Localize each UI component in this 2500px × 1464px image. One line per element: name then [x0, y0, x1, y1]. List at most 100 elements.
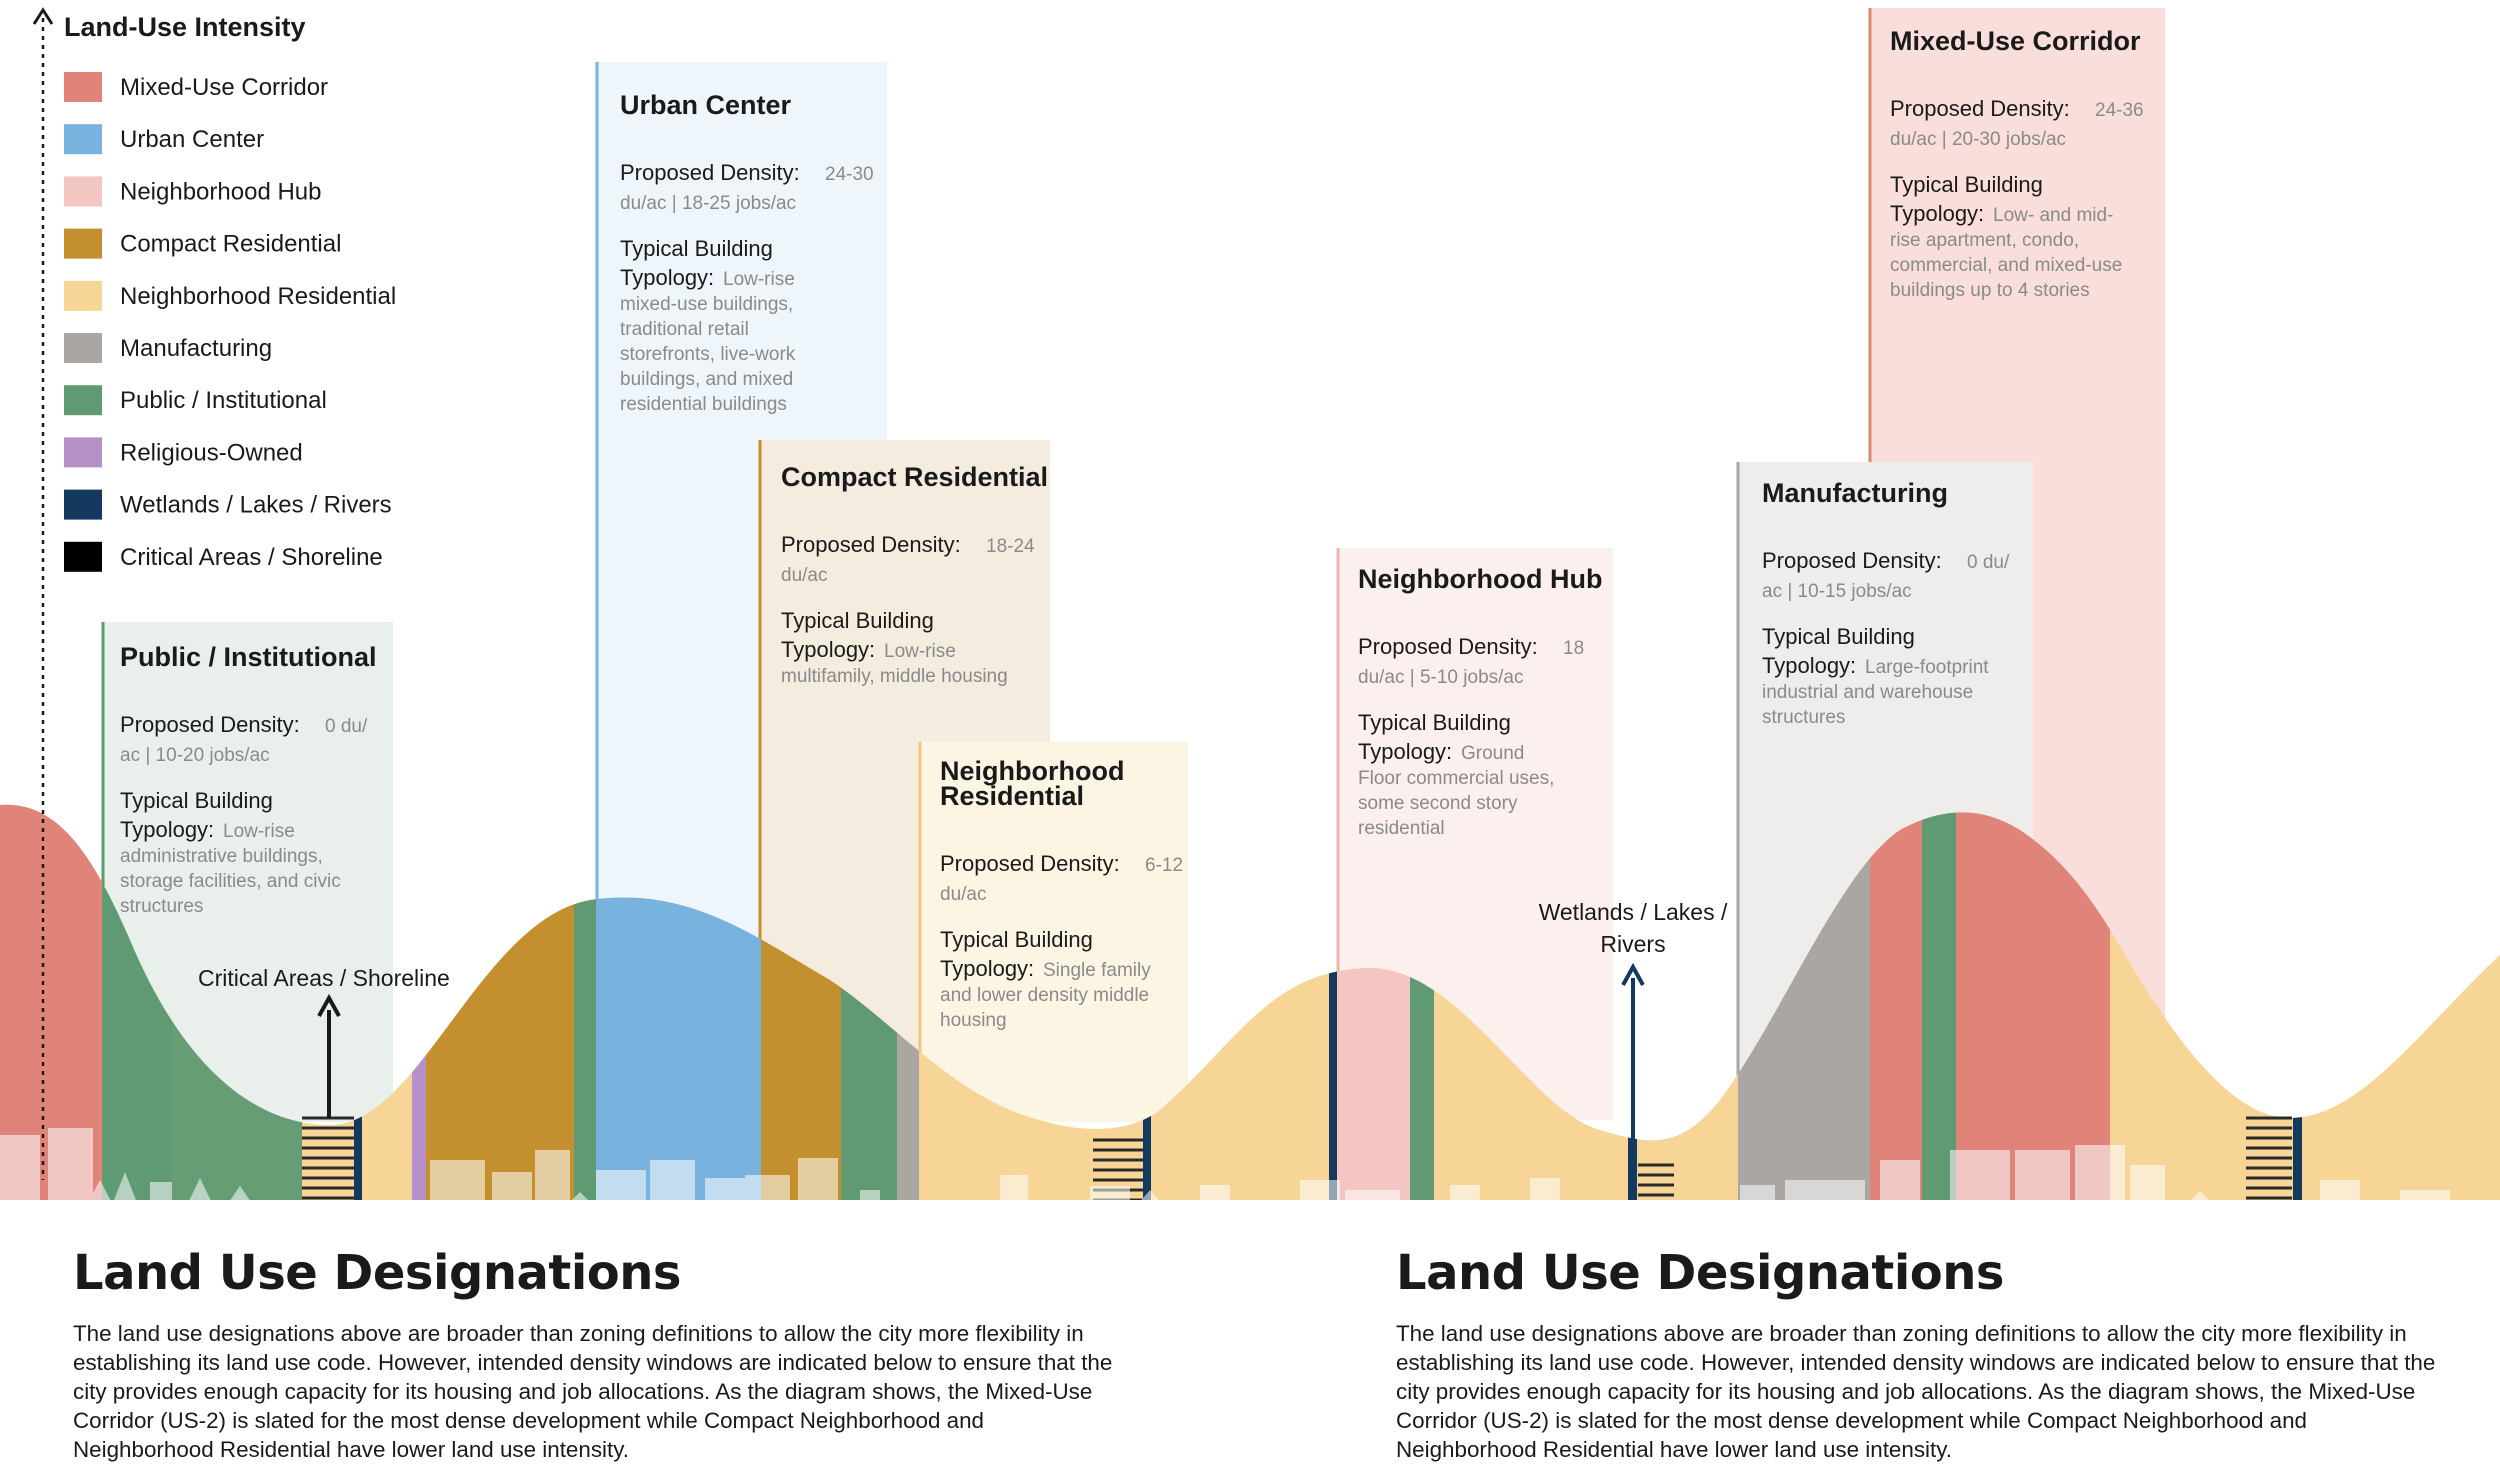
- legend-title: Land-Use Intensity: [64, 12, 306, 42]
- legend-label: Critical Areas / Shoreline: [120, 544, 383, 571]
- legend-swatch: [64, 124, 102, 155]
- building: [1000, 1175, 1028, 1200]
- building: [1200, 1185, 1230, 1200]
- legend-label: Manufacturing: [120, 335, 272, 362]
- panel-typology-label: Typology:: [1762, 653, 1856, 678]
- legend-swatch: [64, 228, 102, 259]
- panel-urban: Urban Center Proposed Density: 24-30 du/ac …: [620, 90, 874, 415]
- panel-bg-nres: [920, 742, 1188, 1122]
- panel-typology-value: multifamily, middle housing: [781, 666, 1008, 687]
- annotation-wetlands-line1: Wetlands / Lakes /: [1539, 899, 1728, 925]
- panel-title: Neighborhood: [940, 756, 1124, 786]
- panel-typology-value: Low-rise: [884, 641, 956, 662]
- building: [798, 1158, 838, 1200]
- building: [492, 1172, 532, 1200]
- panel-typology-value: Ground: [1461, 743, 1524, 764]
- legend-item: Neighborhood Hub: [64, 176, 321, 207]
- panel-typology-value: administrative buildings,: [120, 846, 323, 867]
- legend-swatch: [64, 541, 102, 572]
- panel-typology-value: storage facilities, and civic: [120, 871, 341, 892]
- annotation-critical-label: Critical Areas / Shoreline: [198, 965, 450, 991]
- footer-left: Land Use Designations The land use desig…: [73, 1245, 1113, 1464]
- panel-density-value: 0 du/: [325, 716, 368, 737]
- building: [535, 1150, 570, 1200]
- annotation-wetlands: Wetlands / Lakes / Rivers: [1539, 899, 1728, 1150]
- panel-density-label: Proposed Density:: [120, 712, 300, 737]
- panel-title: Public / Institutional: [120, 642, 377, 672]
- panel-typology-value: Floor commercial uses,: [1358, 768, 1554, 789]
- panel-typology-value: Low-rise: [223, 821, 295, 842]
- panel-typology-value: traditional retail: [620, 319, 749, 340]
- footer-left-body: The land use designations above are broa…: [73, 1321, 1113, 1462]
- footer-right-body: The land use designations above are broa…: [1396, 1321, 2436, 1462]
- band-wetland-e: [2293, 804, 2302, 1220]
- panel-density-value: 18-24: [986, 536, 1035, 557]
- legend-item: Wetlands / Lakes / Rivers: [64, 489, 392, 520]
- intensity-axis: [32, 7, 54, 1180]
- panel-mixed: Mixed-Use Corridor Proposed Density: 24-36…: [1890, 26, 2144, 301]
- building: [860, 1190, 880, 1200]
- panel-typology-value: Single family: [1043, 960, 1151, 981]
- legend-label: Urban Center: [120, 126, 264, 153]
- footer-right: Land Use Designations The land use desig…: [1396, 1245, 2436, 1464]
- panel-density-value: ac | 10-20 jobs/ac: [120, 745, 270, 766]
- legend-swatch: [64, 280, 102, 311]
- tree: [112, 1172, 138, 1205]
- footer-right-title: Land Use Designations: [1396, 1245, 2005, 1301]
- legend-label: Neighborhood Hub: [120, 178, 321, 205]
- footer-left-title: Land Use Designations: [73, 1245, 682, 1301]
- panel-typology-label: Typical Building: [1762, 624, 1915, 649]
- panel-density-value: 18: [1563, 638, 1584, 659]
- panel-typology-value: buildings up to 4 stories: [1890, 280, 2090, 301]
- building: [1345, 1190, 1400, 1200]
- building: [1880, 1160, 1920, 1200]
- legend-label: Public / Institutional: [120, 387, 327, 414]
- panel-density-label: Proposed Density:: [620, 160, 800, 185]
- panel-texts: Public / Institutional Proposed Density: 0…: [120, 26, 2144, 1031]
- building: [596, 1170, 646, 1200]
- panel-typology-value: structures: [120, 896, 203, 917]
- legend-label: Religious-Owned: [120, 439, 303, 466]
- panel-public: Public / Institutional Proposed Density: 0…: [120, 642, 377, 917]
- panel-typology-value: residential: [1358, 818, 1445, 839]
- building: [1300, 1180, 1340, 1200]
- tree: [187, 1178, 213, 1205]
- panel-typology-label: Typical Building: [120, 788, 273, 813]
- panel-title: Mixed-Use Corridor: [1890, 26, 2141, 56]
- panel-typology-label: Typology:: [940, 956, 1034, 981]
- legend-swatch: [64, 72, 102, 102]
- band-mixed-a: [1870, 804, 1922, 1220]
- panel-typology-value: structures: [1762, 707, 1845, 728]
- building: [2015, 1150, 2070, 1200]
- legend-swatch: [64, 489, 102, 520]
- legend-item: Neighborhood Residential: [64, 280, 396, 311]
- building: [430, 1160, 485, 1200]
- band-compact-a: [426, 804, 574, 1220]
- panel-typology-label: Typical Building: [620, 236, 773, 261]
- building: [2075, 1145, 2125, 1200]
- panel-density-label: Proposed Density:: [781, 532, 961, 557]
- building: [1090, 1186, 1130, 1200]
- ground-strip: [0, 1200, 2500, 1230]
- building: [1785, 1180, 1865, 1200]
- panel-density-label: Proposed Density:: [1890, 96, 2070, 121]
- panel-typology-label: Typology:: [1890, 201, 1984, 226]
- annotation-wetlands-line2: Rivers: [1600, 931, 1665, 957]
- building: [2320, 1180, 2360, 1200]
- panel-density-value: du/ac | 5-10 jobs/ac: [1358, 667, 1523, 688]
- band-religious: [412, 804, 426, 1220]
- panel-hub: Neighborhood Hub Proposed Density: 18 du/ac…: [1358, 564, 1602, 839]
- building: [745, 1175, 790, 1200]
- panel-title: Compact Residential: [781, 462, 1048, 492]
- panel-typology-value: housing: [940, 1010, 1007, 1031]
- legend-swatch: [64, 176, 102, 207]
- panel-typology-label: Typical Building: [940, 927, 1093, 952]
- panel-typology-label: Typology:: [120, 817, 214, 842]
- panel-typology-value: rise apartment, condo,: [1890, 230, 2079, 251]
- annotation-critical: Critical Areas / Shoreline: [198, 965, 450, 1118]
- legend-label: Neighborhood Residential: [120, 283, 396, 310]
- panel-density-value: 0 du/: [1967, 552, 2010, 573]
- panel-typology-value: some second story: [1358, 793, 1518, 814]
- panel-density-value: du/ac: [940, 884, 986, 905]
